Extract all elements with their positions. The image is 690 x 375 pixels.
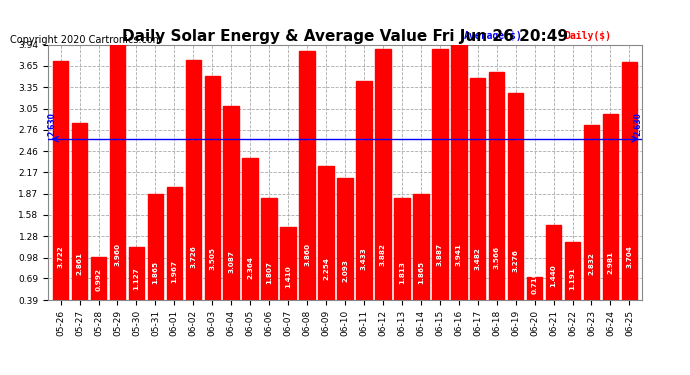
Text: 1.191: 1.191 [569,267,575,290]
Bar [91,257,106,328]
Text: 1.967: 1.967 [171,260,177,283]
Text: 1.127: 1.127 [133,267,139,290]
Text: 2.861: 2.861 [77,252,83,275]
Bar [204,76,220,328]
Bar [375,49,391,328]
Text: 2.364: 2.364 [247,256,253,279]
Text: 2.093: 2.093 [342,259,348,282]
Text: 1.410: 1.410 [285,265,291,288]
Bar [148,194,164,328]
Text: 2.630: 2.630 [634,112,643,136]
Bar [224,106,239,328]
Text: 3.726: 3.726 [190,245,197,268]
Bar [166,187,182,328]
Bar [432,49,448,328]
Text: 3.704: 3.704 [627,245,632,268]
Bar [318,166,334,328]
Text: 3.276: 3.276 [513,249,519,272]
Title: Daily Solar Energy & Average Value Fri Jun 26 20:49: Daily Solar Energy & Average Value Fri J… [122,29,568,44]
Text: 1.865: 1.865 [418,261,424,284]
Text: 3.722: 3.722 [58,245,63,268]
Bar [337,178,353,328]
Text: 3.087: 3.087 [228,250,234,273]
Bar [128,247,144,328]
Bar [110,44,126,328]
Bar [413,194,428,328]
Text: 1.807: 1.807 [266,261,272,284]
Bar [72,123,88,328]
Text: 3.505: 3.505 [209,246,215,270]
Text: 3.482: 3.482 [475,247,481,270]
Text: 3.860: 3.860 [304,243,310,267]
Text: 2.981: 2.981 [607,251,613,274]
Text: 3.960: 3.960 [115,243,121,266]
Bar [584,124,599,328]
Bar [451,45,466,328]
Text: Copyright 2020 Cartronics.com: Copyright 2020 Cartronics.com [10,35,162,45]
Bar [470,78,486,328]
Text: Daily($): Daily($) [564,31,611,41]
Text: 3.433: 3.433 [361,248,367,270]
Bar [564,243,580,328]
Bar [622,62,637,328]
Bar [186,60,201,328]
Text: 2.630: 2.630 [47,112,56,136]
Text: 2.832: 2.832 [589,252,595,275]
Bar [489,72,504,328]
Bar [53,61,68,328]
Text: 1.813: 1.813 [399,261,405,284]
Bar [280,227,296,328]
Text: 3.941: 3.941 [456,243,462,266]
Bar [356,81,372,328]
Bar [262,198,277,328]
Text: 0.716: 0.716 [531,271,538,294]
Text: 0.992: 0.992 [95,268,101,291]
Text: 3.566: 3.566 [493,246,500,269]
Bar [526,277,542,328]
Bar [602,114,618,328]
Bar [546,225,562,328]
Bar [242,158,258,328]
Text: 3.882: 3.882 [380,243,386,266]
Text: Average($): Average($) [464,31,522,41]
Text: 2.254: 2.254 [323,258,329,280]
Bar [299,51,315,328]
Bar [508,93,524,328]
Bar [394,198,410,328]
Text: 1.865: 1.865 [152,261,159,284]
Text: 1.440: 1.440 [551,265,557,287]
Text: 3.887: 3.887 [437,243,443,266]
